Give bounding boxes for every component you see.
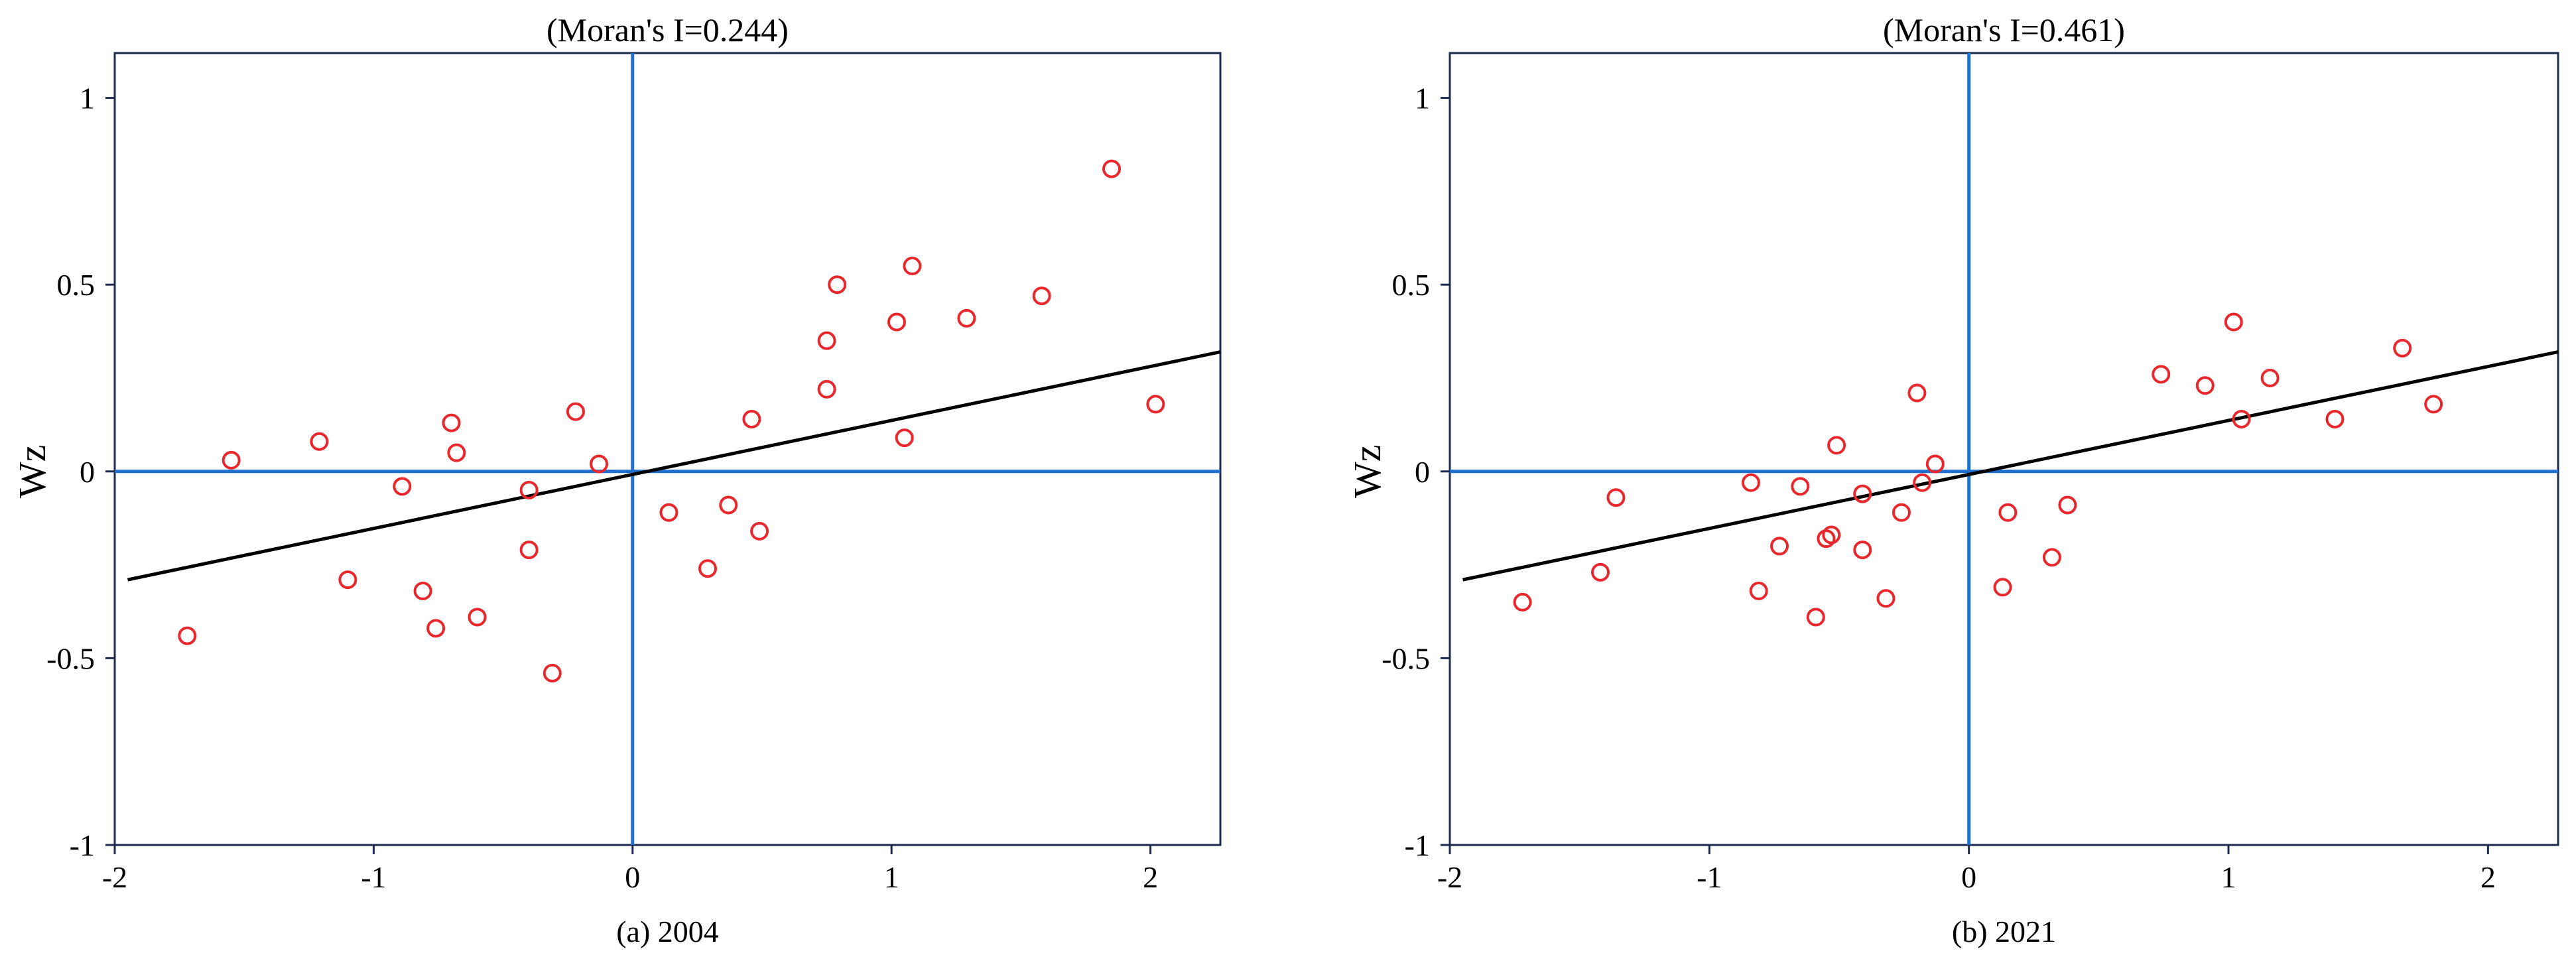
panel-a-data-point bbox=[887, 312, 907, 332]
panel-a-data-point bbox=[413, 582, 432, 601]
panel-b-data-point bbox=[1590, 562, 1610, 582]
panel-a-data-point bbox=[222, 450, 241, 470]
panel-a-data-point bbox=[178, 626, 197, 645]
panel-a-xtick-label: 0 bbox=[625, 860, 640, 894]
panel-b-data-point bbox=[1853, 541, 1872, 560]
panel-a-plot-frame bbox=[113, 52, 1222, 846]
panel-b-data-point bbox=[1925, 454, 1945, 474]
panel-a-ytick-label: -0.5 bbox=[46, 641, 95, 675]
panel-b-data-point bbox=[1998, 503, 2018, 522]
panel-a-data-point bbox=[817, 331, 836, 350]
panel-b-xtick-label: 1 bbox=[2221, 860, 2236, 894]
panel-b-xtick-label: -2 bbox=[1437, 860, 1462, 894]
panel-b-data-point bbox=[2260, 368, 2280, 387]
panel-a-regression-line bbox=[127, 350, 1221, 582]
panel-a-data-point bbox=[393, 477, 412, 496]
panel-a-data-point bbox=[895, 428, 914, 448]
panel-b-plot-frame bbox=[1449, 52, 2559, 846]
panel-a-data-point bbox=[817, 379, 836, 399]
panel-b-xtick-label: -1 bbox=[1697, 860, 1722, 894]
panel-b-title: (Moran's I=0.461) bbox=[1883, 11, 2125, 48]
panel-b-ytick-label: 1 bbox=[1415, 82, 1430, 115]
panel-b-data-point bbox=[1513, 592, 1532, 611]
panel-b-data-point bbox=[1749, 582, 1768, 601]
panel-a-data-point bbox=[426, 619, 446, 638]
panel-b-ytick-label: 0 bbox=[1415, 455, 1430, 489]
panel-a-ytick-label: 0.5 bbox=[57, 268, 96, 302]
panel-b-data-point bbox=[1806, 608, 1825, 627]
panel-a-data-point bbox=[338, 570, 357, 590]
panel-a-xtick-label: -2 bbox=[102, 860, 127, 894]
panel-a-data-point bbox=[310, 432, 329, 451]
panel-b-data-point bbox=[1827, 436, 1846, 455]
panel-a-caption: (a) 2004 bbox=[616, 915, 719, 948]
panel-b-data-point bbox=[2224, 312, 2243, 332]
panel-a-data-point bbox=[519, 480, 539, 499]
panel-b-data-point bbox=[1791, 477, 1810, 496]
panel-a-ytick-label: 1 bbox=[80, 82, 95, 115]
panel-a-data-point bbox=[957, 308, 976, 328]
panel-b-ylabel: Wz bbox=[1346, 445, 1389, 499]
panel-b-data-point bbox=[2152, 365, 2171, 384]
panel-a-xtick-label: 2 bbox=[1143, 860, 1158, 894]
panel-a-xtick-label: 1 bbox=[884, 860, 899, 894]
panel-a-title: (Moran's I=0.244) bbox=[547, 11, 789, 48]
panel-b-data-point bbox=[2195, 376, 2215, 395]
panel-a-data-point bbox=[742, 409, 761, 428]
panel-b-data-point bbox=[1741, 473, 1760, 492]
panel-a-data-point bbox=[750, 521, 769, 541]
panel-b-data-point bbox=[1876, 589, 1896, 608]
panel-a-data-point bbox=[1102, 159, 1122, 178]
panel-b-data-point bbox=[2393, 338, 2412, 357]
panel-a-data-point bbox=[468, 608, 487, 627]
panel-b-data-point bbox=[2232, 409, 2251, 428]
panel-b-xtick-label: 0 bbox=[1961, 860, 1976, 894]
panel-b-ytick-label: 0.5 bbox=[1392, 268, 1431, 302]
panel-a-data-point bbox=[447, 443, 466, 462]
panel-b-data-point bbox=[1892, 503, 1911, 522]
panel-a-data-point bbox=[698, 559, 718, 578]
panel-b-data-point bbox=[1606, 488, 1626, 507]
panel-a-data-point bbox=[1146, 395, 1165, 414]
panel-b-data-point bbox=[1907, 383, 1927, 403]
panel-a-data-point bbox=[903, 257, 922, 276]
panel-b-regression-line bbox=[1462, 350, 2559, 582]
panel-a-data-point bbox=[1032, 287, 1051, 306]
panel-b-data-point bbox=[1770, 537, 1789, 556]
panel-b-caption: (b) 2021 bbox=[1952, 915, 2056, 948]
panel-b-data-point bbox=[1913, 473, 1932, 492]
panel-b-data-point bbox=[2424, 395, 2443, 414]
panel-b-data-point bbox=[2058, 495, 2077, 515]
panel-a-data-point bbox=[590, 454, 609, 474]
panel-a-data-point bbox=[543, 663, 562, 682]
panel-b-data-point bbox=[2042, 548, 2061, 567]
panel-a-data-point bbox=[719, 495, 738, 515]
panel-a-ytick-label: -1 bbox=[70, 828, 95, 862]
panel-a-data-point bbox=[566, 402, 585, 421]
panel-b-ytick-label: -1 bbox=[1405, 828, 1430, 862]
panel-a-xtick-label: -1 bbox=[361, 860, 386, 894]
panel-a-ytick-label: 0 bbox=[80, 455, 95, 489]
panel-a-ylabel: Wz bbox=[11, 445, 54, 499]
panel-a-data-point bbox=[659, 503, 678, 522]
panel-a-data-point bbox=[828, 275, 847, 294]
panel-b-data-point bbox=[1853, 484, 1872, 503]
panel-a-data-point bbox=[519, 541, 539, 560]
panel-a-data-point bbox=[442, 413, 461, 432]
panel-b-data-point bbox=[2325, 409, 2345, 428]
panel-b-data-point bbox=[1993, 578, 2012, 597]
panel-b-xtick-label: 2 bbox=[2480, 860, 2496, 894]
panel-b-data-point bbox=[1822, 525, 1841, 545]
panel-b-ytick-label: -0.5 bbox=[1382, 641, 1430, 675]
